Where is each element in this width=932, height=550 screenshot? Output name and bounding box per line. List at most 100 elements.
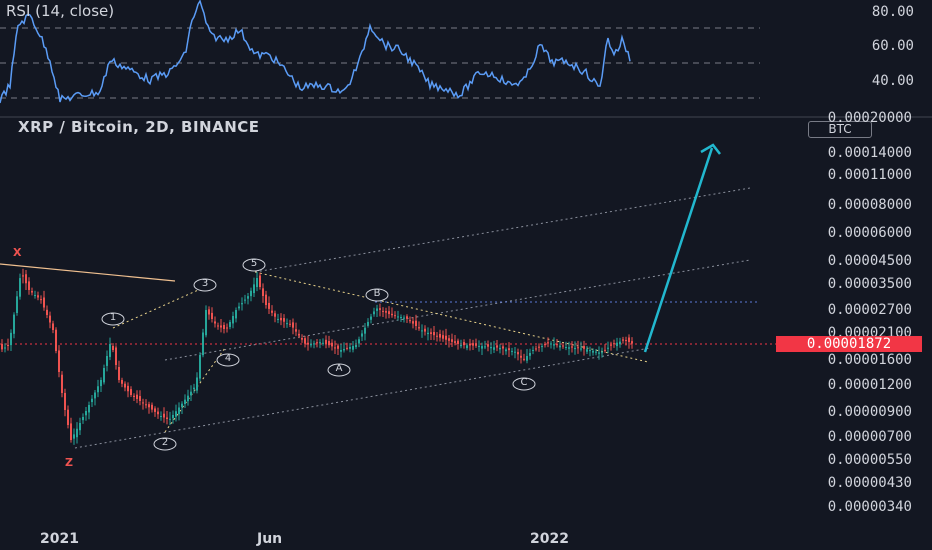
candle-body bbox=[169, 418, 171, 420]
candle-body bbox=[214, 321, 216, 324]
candle-body bbox=[403, 317, 405, 319]
candle-body bbox=[586, 349, 588, 352]
candle-body bbox=[61, 374, 63, 393]
candle-body bbox=[400, 317, 402, 318]
candle-body bbox=[181, 403, 183, 408]
candle-body bbox=[616, 342, 618, 347]
wave-2-label: 2 bbox=[161, 437, 169, 448]
candle-body bbox=[70, 423, 72, 440]
candle-body bbox=[1, 343, 3, 350]
candle-body bbox=[595, 351, 597, 353]
candle-body bbox=[493, 347, 495, 350]
candle-body bbox=[379, 308, 381, 310]
time-axis-label: 2021 bbox=[40, 531, 79, 547]
wave-1-3-line bbox=[112, 286, 206, 329]
wave-2-marker bbox=[153, 437, 177, 451]
time-axis-label: Jun bbox=[257, 531, 283, 547]
candle-body bbox=[478, 345, 480, 347]
current-price-badge: 0.00001872 bbox=[776, 336, 922, 352]
wave-3-label: 3 bbox=[201, 278, 209, 289]
candle-body bbox=[511, 350, 513, 352]
candle-body bbox=[532, 350, 534, 351]
candle-body bbox=[556, 344, 558, 346]
wave-markers bbox=[101, 258, 536, 451]
rsi-title[interactable]: RSI (14, close) bbox=[6, 2, 115, 20]
price-scale-label: 0.00006000 bbox=[827, 225, 912, 241]
candle-body bbox=[607, 347, 609, 349]
candle-body bbox=[88, 405, 90, 413]
candle-body bbox=[316, 342, 318, 344]
candle-body bbox=[580, 348, 582, 350]
candle-body bbox=[514, 351, 516, 353]
candle-body bbox=[79, 423, 81, 431]
candle-body bbox=[268, 302, 270, 309]
price-scale-label: 0.00004500 bbox=[827, 253, 912, 269]
candle-body bbox=[385, 311, 387, 313]
candle-body bbox=[343, 349, 345, 351]
candle-body bbox=[100, 380, 102, 387]
candle-body bbox=[130, 389, 132, 395]
candle-body bbox=[406, 316, 408, 319]
candle-body bbox=[367, 321, 369, 326]
candle-body bbox=[319, 342, 321, 344]
candle-body bbox=[310, 344, 312, 346]
candle-body bbox=[355, 345, 357, 348]
candle-body bbox=[226, 327, 228, 329]
candle-body bbox=[427, 332, 429, 335]
wave-3-marker bbox=[193, 278, 217, 292]
candle-body bbox=[589, 350, 591, 352]
candle-body bbox=[499, 347, 501, 350]
candle-body bbox=[496, 345, 498, 348]
symbol-title[interactable]: XRP / Bitcoin, 2D, BINANCE bbox=[18, 118, 260, 136]
candlestick-series bbox=[1, 268, 633, 445]
candle-body bbox=[358, 339, 360, 344]
candle-body bbox=[220, 325, 222, 328]
candle-body bbox=[538, 346, 540, 348]
candle-body bbox=[445, 335, 447, 340]
wave-b-label: B bbox=[373, 288, 381, 299]
candle-body bbox=[505, 349, 507, 352]
candle-body bbox=[103, 368, 105, 383]
candle-body bbox=[553, 344, 555, 346]
candle-body bbox=[64, 392, 66, 410]
projection-arrow bbox=[643, 147, 714, 353]
candle-body bbox=[76, 428, 78, 438]
price-scale-label: 0.00000700 bbox=[827, 429, 912, 445]
candle-body bbox=[574, 347, 576, 350]
candle-body bbox=[382, 310, 384, 312]
candle-body bbox=[613, 343, 615, 345]
candle-body bbox=[106, 356, 108, 366]
candle-body bbox=[529, 353, 531, 356]
candle-body bbox=[280, 317, 282, 321]
candle-body bbox=[91, 398, 93, 403]
candle-body bbox=[265, 294, 267, 305]
price-scale-label: 0.00000900 bbox=[827, 404, 912, 420]
candle-body bbox=[559, 345, 561, 348]
candle-body bbox=[199, 355, 201, 379]
candle-body bbox=[4, 347, 6, 349]
candle-body bbox=[352, 346, 354, 350]
candle-body bbox=[622, 339, 624, 341]
candle-body bbox=[286, 323, 288, 325]
candle-body bbox=[601, 352, 603, 354]
candle-body bbox=[289, 323, 291, 325]
candle-body bbox=[253, 284, 255, 294]
candle-body bbox=[43, 297, 45, 308]
candle-body bbox=[394, 315, 396, 317]
candle-body bbox=[34, 295, 36, 296]
candle-body bbox=[250, 290, 252, 297]
lower-channel-line bbox=[74, 347, 651, 449]
price-scale-label: 0.00020000 bbox=[827, 110, 912, 126]
candle-body bbox=[604, 349, 606, 351]
candle-body bbox=[334, 347, 336, 349]
wave-a-marker bbox=[327, 363, 351, 377]
candle-body bbox=[247, 296, 249, 299]
currency-badge[interactable]: BTC bbox=[808, 121, 872, 138]
candle-body bbox=[346, 347, 348, 349]
candle-body bbox=[73, 434, 75, 439]
candle-body bbox=[490, 347, 492, 349]
candle-body bbox=[25, 274, 27, 284]
candle-body bbox=[460, 345, 462, 347]
